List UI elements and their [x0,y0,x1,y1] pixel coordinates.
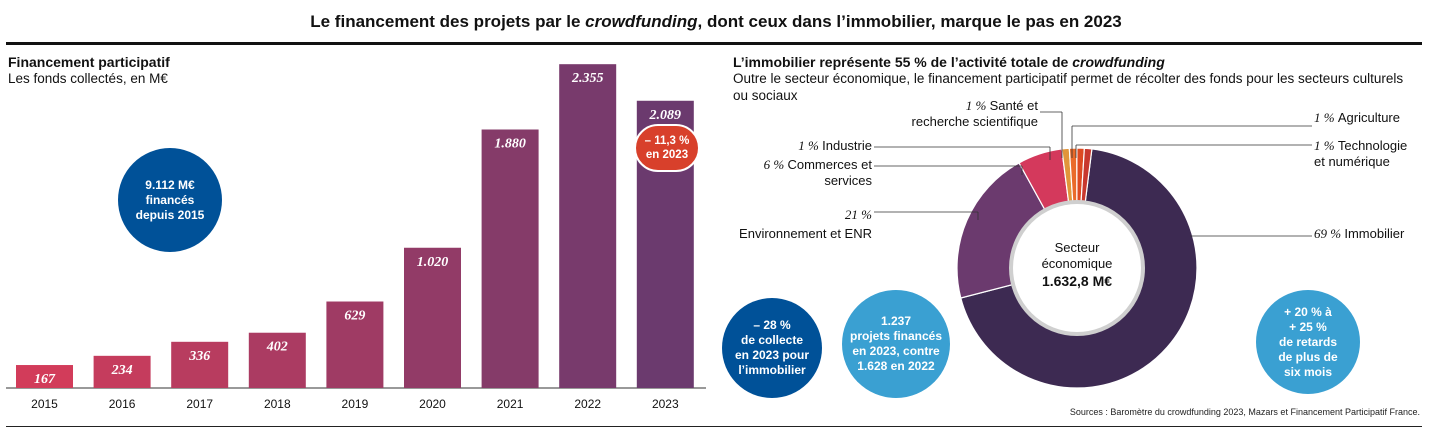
bar-2016 [93,355,151,388]
page-title: Le financement des projets par le crowdf… [0,12,1432,32]
slice-name-label: et numérique [1314,154,1390,169]
total-funded-text: 9.112 M€ financés depuis 2015 [135,177,205,222]
total-funded-bubble: 9.112 M€ financés depuis 2015 [118,148,222,252]
year-tick-label: 2019 [342,397,369,411]
slice-label: 1 % Agriculture [1314,110,1400,125]
slice-name-label: Technologie [1338,138,1407,153]
year-tick-label: 2021 [497,397,524,411]
decline-badge: – 11,3 % en 2023 [634,124,700,172]
bar-2021 [481,129,539,388]
slice-label: 69 % Immobilier [1314,226,1405,241]
slice-name-label: Environnement et ENR [739,226,872,241]
slice-percent-label: 69 % [1314,226,1344,241]
donut-chart-title: L’immobilier représente 55 % de l’activi… [733,54,1165,70]
year-tick-label: 2020 [419,397,446,411]
real-estate-decline-text: – 28 % de collecte en 2023 pour l’immobi… [734,318,810,377]
top-rule [6,42,1422,45]
donut-title-text: L’immobilier représente 55 % de l’activi… [733,54,1073,70]
bar-value-label: 234 [111,363,133,378]
slice-name-label: Commerces et [787,157,872,172]
slice-percent-label: 21 % [845,207,872,222]
year-tick-label: 2016 [109,397,136,411]
bar-2019 [326,301,384,388]
bar-value-label: 2.355 [571,71,604,86]
slice-name-label: Santé et [990,98,1039,113]
title-part-2: , dont ceux dans l’immobilier, marque le… [697,12,1122,31]
bar-value-label: 629 [344,309,365,324]
bar-value-label: 402 [266,340,288,355]
donut-chart-subtitle: Outre le secteur économique, le financem… [733,71,1404,103]
title-part-1: Le financement des projets par le [310,12,586,31]
donut-center-label: économique [1042,256,1113,271]
bar-2022 [559,64,617,388]
bar-value-label: 2.089 [649,108,682,123]
slice-name-label: Industrie [822,138,872,153]
year-tick-label: 2015 [31,397,58,411]
title-italic: crowdfunding [585,12,698,31]
slice-percent-label: 1 % [966,98,990,113]
slice-name-label: services [824,173,872,188]
bar-chart-subtitle: Les fonds collectés, en M€ [8,71,168,86]
slice-percent-label: 1 % [1314,110,1338,125]
bottom-rule [6,426,1422,427]
slice-name-label: Agriculture [1338,110,1400,125]
slice-percent-label: 1 % [798,138,822,153]
bar-value-label: 1.880 [494,137,526,152]
bar-2018 [248,332,306,388]
real-estate-decline-bubble: – 28 % de collecte en 2023 pour l’immobi… [722,298,822,398]
donut-hole [1009,200,1145,336]
bar-value-label: 167 [34,372,56,387]
decline-badge-text: – 11,3 % en 2023 [644,135,690,161]
delays-text: + 20 % à + 25 % de retards de plus de si… [1278,304,1338,379]
bar-chart-title: Financement participatif [8,54,170,70]
slice-percent-label: 6 % [764,157,788,172]
donut-center-value: 1.632,8 M€ [1042,273,1112,289]
donut-title-italic: crowdfunding [1072,54,1165,70]
year-tick-label: 2022 [574,397,601,411]
donut-center-label: Secteur [1055,240,1100,255]
delays-bubble: + 20 % à + 25 % de retards de plus de si… [1256,290,1360,394]
bar-value-label: 336 [188,349,210,364]
bar-2015 [16,365,73,388]
year-tick-label: 2023 [652,397,679,411]
bar-value-label: 1.020 [417,255,449,270]
slice-name-label: recherche scientifique [912,114,1038,129]
slice-percent-label: 1 % [1314,138,1338,153]
slice-label: 1 % Technologie [1314,138,1407,153]
projects-funded-text: 1.237 projets financés en 2023, contre 1… [849,314,943,373]
bar-2020 [404,247,461,388]
bar-2017 [171,341,229,388]
year-tick-label: 2018 [264,397,291,411]
slice-name-label: Immobilier [1344,226,1405,241]
slice-label: 1 % Santé et [966,98,1039,113]
slice-label: 1 % Industrie [798,138,872,153]
projects-funded-bubble: 1.237 projets financés en 2023, contre 1… [842,290,950,398]
year-tick-label: 2017 [186,397,213,411]
slice-label: 6 % Commerces et [764,157,873,172]
sources-note: Sources : Baromètre du crowdfunding 2023… [1069,407,1420,417]
